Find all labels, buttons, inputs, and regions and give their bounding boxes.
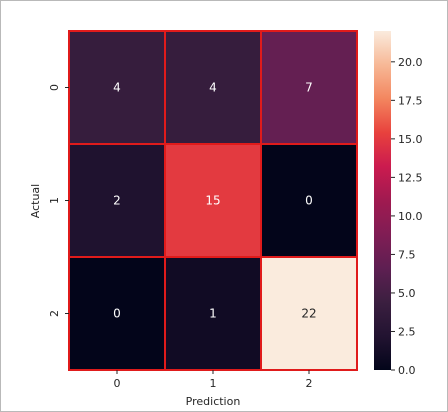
x-tick-label: 0: [114, 377, 121, 390]
colorbar-tick-label: 12.5: [398, 171, 423, 184]
cell-value-label: 1: [209, 307, 217, 321]
x-axis-ticks: 0 1 2: [114, 370, 313, 390]
colorbar-tick-label: 7.5: [398, 248, 416, 261]
heatmap-cell: [260, 30, 358, 145]
cell-value-label: 2: [113, 194, 121, 208]
colorbar-tick-label: 15.0: [398, 133, 423, 146]
heatmap-cells: 4 4 7 2 15 0 0 1 22: [68, 30, 358, 371]
colorbar-tick-label: 17.5: [398, 94, 423, 107]
cell-value-label: 7: [305, 81, 313, 95]
colorbar-tick-label: 10.0: [398, 210, 423, 223]
x-tick-label: 2: [306, 377, 313, 390]
colorbar: [374, 31, 391, 370]
colorbar-tick-label: 20.0: [398, 56, 423, 69]
cell-value-label: 22: [301, 307, 316, 321]
x-axis-label: Prediction: [186, 395, 241, 408]
y-axis-ticks: 0 1 2: [48, 84, 69, 317]
cell-value-label: 4: [209, 81, 217, 95]
heatmap-cell: [260, 256, 358, 371]
heatmap-cell: [164, 30, 262, 145]
y-tick-label: 2: [48, 310, 61, 317]
cell-value-label: 0: [113, 307, 121, 321]
colorbar-tick-label: 2.5: [398, 325, 416, 338]
y-axis-label: Actual: [29, 184, 42, 218]
heatmap-cell: [68, 30, 166, 145]
colorbar-tick-label: 5.0: [398, 287, 416, 300]
x-tick-label: 1: [210, 377, 217, 390]
colorbar-ticks: 0.0 2.5 5.0 7.5 10.0 12.5 15.0 17.5 20.0: [391, 56, 423, 377]
y-tick-label: 0: [48, 84, 61, 91]
cell-value-label: 0: [305, 194, 313, 208]
colorbar-tick-label: 0.0: [398, 364, 416, 377]
cell-value-label: 4: [113, 81, 121, 95]
heatmap-cell: [164, 143, 262, 258]
cell-value-label: 15: [205, 194, 220, 208]
y-tick-label: 1: [48, 197, 61, 204]
